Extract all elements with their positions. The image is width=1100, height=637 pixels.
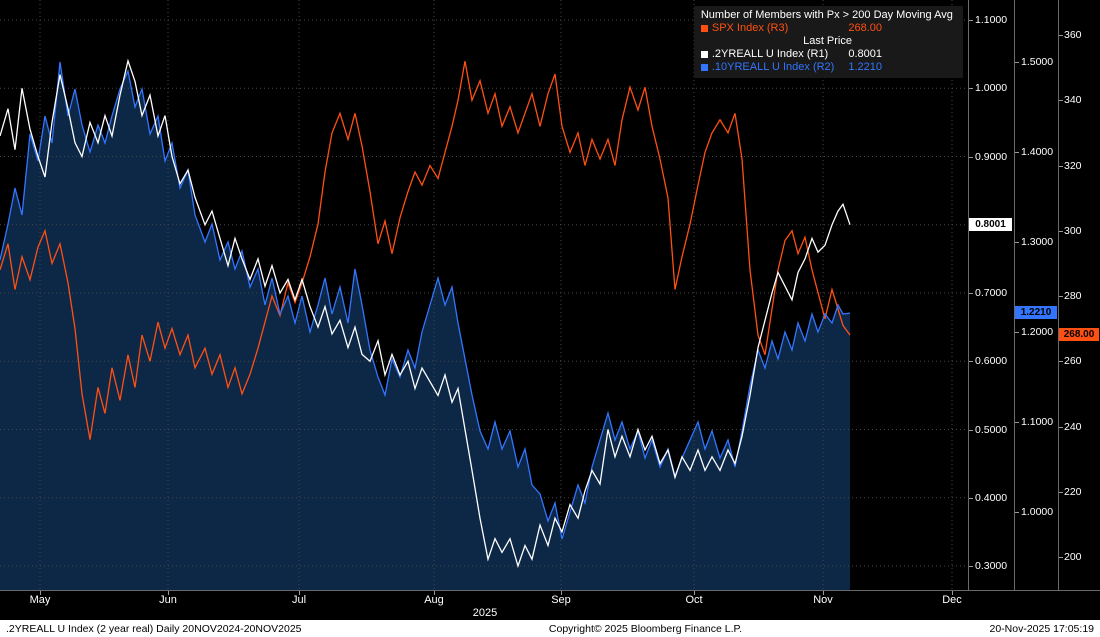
month-tick	[434, 591, 435, 595]
axis-tick-label: 340	[1064, 94, 1082, 107]
chart-legend: Number of Members with Px > 200 Day Movi…	[693, 6, 963, 78]
axis-tick	[969, 361, 973, 363]
legend-label-spx: SPX Index (R3)	[711, 22, 789, 34]
axis-tick	[1015, 512, 1019, 513]
axis-tick-label: 360	[1064, 29, 1082, 41]
axis-tick-label: 320	[1064, 159, 1082, 172]
axis-tick-label: 1.3000	[1021, 236, 1054, 248]
month-label: Jul	[291, 594, 307, 606]
month-label: Nov	[813, 594, 833, 606]
axis-tick-label: 1.0000	[975, 82, 1008, 95]
legend-label-2yreall: .2YREALL U Index (R1)	[711, 48, 829, 60]
2yreall-swatch-icon	[700, 51, 708, 58]
axis-tick-label: 200	[1064, 551, 1082, 563]
axis-tick-label: 0.3000	[975, 560, 1008, 572]
axis-tick-label: 0.6000	[975, 355, 1008, 368]
legend-value-2yreall: 0.8001	[848, 48, 882, 60]
bottom-axis: May Jun Jul Aug Sep Oct Nov Dec 2025	[0, 590, 1100, 620]
last-price-header: Last Price	[701, 35, 956, 48]
right-axis-panel: 1.10001.00000.90000.80000.70000.60000.50…	[968, 0, 1100, 590]
month-tick	[952, 591, 953, 595]
year-label: 2025	[472, 607, 498, 619]
month-label: Aug	[424, 594, 444, 606]
axis-separator-r3	[1058, 0, 1059, 590]
spx-swatch-icon	[700, 25, 708, 32]
axis-tick-label: 1.0000	[1021, 506, 1054, 518]
footer-security-info: .2YREALL U Index (2 year real) Daily 20N…	[6, 622, 302, 635]
axis-tick	[969, 429, 973, 431]
axis-tick-label: 260	[1064, 355, 1082, 368]
axis-tick-label: 0.7000	[975, 287, 1008, 299]
month-label: Dec	[942, 594, 962, 606]
axis-tick-label: 240	[1064, 420, 1082, 433]
last-price-label: Last Price	[803, 35, 852, 47]
axis-tick	[969, 566, 973, 567]
month-tick	[694, 591, 695, 595]
axis-tick-label: 1.5000	[1021, 56, 1054, 68]
axis-tick	[1059, 426, 1063, 428]
month-tick	[299, 591, 300, 595]
month-label: May	[29, 594, 51, 606]
axis-tick-label: 1.4000	[1021, 146, 1054, 158]
axis-tick-label: 220	[1064, 485, 1082, 498]
legend-value-10yreall: 1.2210	[848, 61, 882, 73]
axis-tick	[969, 88, 973, 90]
10yreall-swatch-icon	[700, 64, 708, 71]
axis-tick	[1059, 35, 1063, 36]
month-label: Jun	[159, 594, 177, 606]
axis-tick	[1059, 296, 1063, 297]
axis-tick-label: 1.1000	[1021, 416, 1054, 428]
area-fill-10yreall	[0, 62, 850, 590]
axis-tick	[969, 156, 973, 158]
axis-tick	[969, 497, 973, 499]
axis-tick	[1059, 491, 1063, 493]
month-tick	[561, 591, 562, 595]
month-tick	[40, 591, 41, 595]
axis-tick	[1015, 62, 1019, 63]
chart-title: Number of Members with Px > 200 Day Movi…	[700, 9, 953, 21]
axis-separator-r1	[968, 0, 969, 590]
legend-item-10yreall[interactable]: .10YREALL U Index (R2) 1.2210	[700, 61, 956, 74]
axis-tick	[1015, 242, 1019, 243]
status-bar: .2YREALL U Index (2 year real) Daily 20N…	[0, 620, 1100, 637]
axis-tick-label: 1.2000	[1021, 326, 1054, 338]
footer-timestamp: 20-Nov-2025 17:05:19	[989, 622, 1095, 635]
axis-tick	[1059, 557, 1063, 558]
axis-tick-label: 0.4000	[975, 491, 1008, 504]
axis-separator-r2	[1014, 0, 1015, 590]
footer-copyright: Copyright© 2025 Bloomberg Finance L.P.	[548, 622, 743, 635]
axis-tick	[969, 20, 973, 21]
axis-tick	[1059, 361, 1063, 363]
series-line-r3	[0, 60, 851, 440]
chart-canvas	[0, 0, 968, 590]
axis-tick	[1015, 152, 1019, 153]
axis-tick	[1015, 332, 1019, 333]
month-label: Sep	[551, 594, 571, 606]
last-price-marker-r1: 0.8001	[969, 217, 1012, 231]
axis-tick-label: 1.1000	[975, 14, 1008, 26]
month-label: Oct	[685, 594, 703, 606]
legend-item-2yreall[interactable]: .2YREALL U Index (R1) 0.8001	[700, 48, 956, 61]
axis-tick	[1059, 100, 1063, 102]
legend-label-10yreall: .10YREALL U Index (R2)	[711, 61, 835, 73]
month-tick	[823, 591, 824, 595]
axis-tick-label: 300	[1064, 224, 1082, 237]
axis-tick	[1015, 422, 1019, 423]
series-line-r1	[0, 58, 851, 569]
last-price-marker-r3: 268.00	[1059, 328, 1099, 342]
series-line-r2	[0, 61, 851, 540]
axis-tick-label: 280	[1064, 290, 1082, 302]
axis-tick-label: 0.9000	[975, 150, 1008, 163]
legend-item-spx[interactable]: SPX Index (R3) 268.00	[700, 22, 956, 35]
legend-value-spx: 268.00	[848, 22, 882, 34]
chart-plot-area[interactable]: Number of Members with Px > 200 Day Movi…	[0, 0, 968, 590]
axis-tick	[969, 293, 973, 294]
axis-tick	[1059, 165, 1063, 167]
month-tick	[168, 591, 169, 595]
axis-tick-label: 0.5000	[975, 423, 1008, 436]
last-price-marker-r2: 1.2210	[1015, 306, 1057, 320]
axis-tick	[1059, 230, 1063, 232]
